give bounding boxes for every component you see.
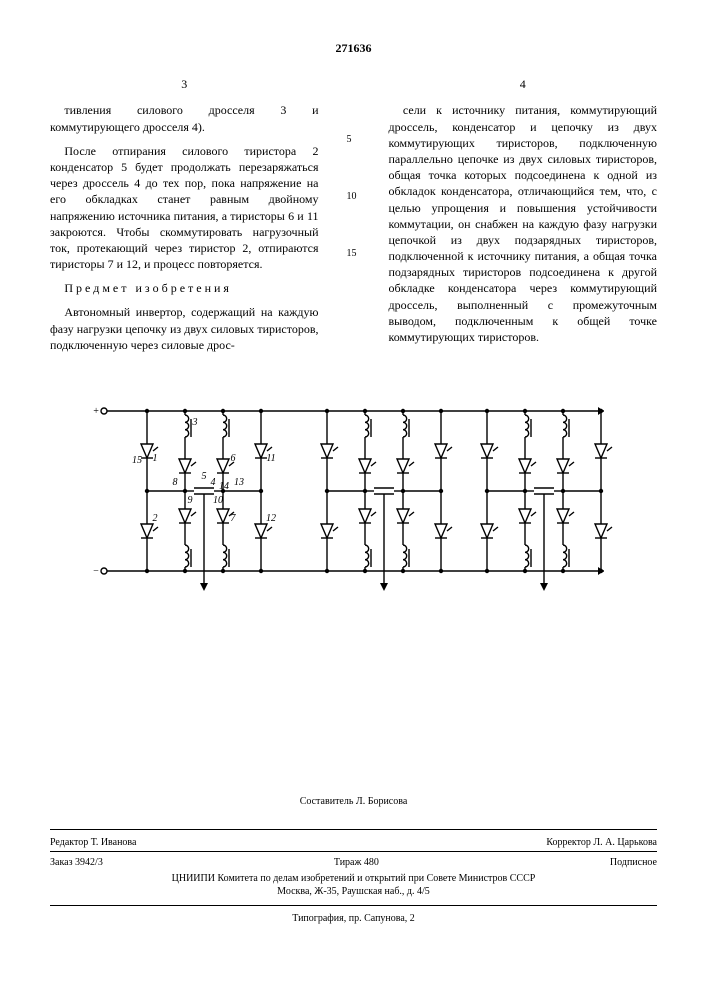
typography-line: Типография, пр. Сапунова, 2 bbox=[50, 912, 657, 926]
tirazh: Тираж 480 bbox=[334, 856, 379, 870]
line-number: 5 bbox=[347, 133, 361, 190]
svg-text:10: 10 bbox=[213, 495, 223, 506]
svg-text:14: 14 bbox=[219, 481, 229, 492]
right-column: 4 сели к источнику питания, коммутирующи… bbox=[389, 76, 658, 361]
order-number: Заказ 3942/3 bbox=[50, 856, 103, 870]
svg-text:1: 1 bbox=[152, 453, 157, 464]
svg-text:6: 6 bbox=[230, 453, 235, 464]
address: Москва, Ж-35, Раушская наб., д. 4/5 bbox=[50, 885, 657, 899]
paragraph: сели к источнику питания, коммутирующий … bbox=[389, 102, 658, 345]
line-number: 10 bbox=[347, 190, 361, 247]
footer-block: Редактор Т. Иванова Корректор Л. А. Царь… bbox=[50, 829, 657, 906]
svg-text:+: + bbox=[92, 406, 99, 417]
paragraph: После отпирания силового тиристора 2 кон… bbox=[50, 143, 319, 273]
section-title: Предмет изобретения bbox=[50, 280, 319, 296]
line-number: 15 bbox=[347, 247, 361, 304]
left-column: 3 тивления силового дросселя 3 и коммути… bbox=[50, 76, 319, 361]
svg-text:13: 13 bbox=[234, 477, 244, 488]
right-col-number: 4 bbox=[389, 76, 658, 92]
left-col-number: 3 bbox=[50, 76, 319, 92]
subscription: Подписное bbox=[610, 856, 657, 870]
svg-text:9: 9 bbox=[187, 495, 192, 506]
paragraph: Автономный инвертор, содержащий на кажду… bbox=[50, 304, 319, 353]
patent-number: 271636 bbox=[50, 40, 657, 56]
svg-text:15: 15 bbox=[132, 455, 142, 466]
editor: Редактор Т. Иванова bbox=[50, 836, 136, 850]
circuit-diagram: +−151234567891011121314 bbox=[50, 391, 657, 595]
svg-text:4: 4 bbox=[210, 477, 215, 488]
svg-text:7: 7 bbox=[230, 513, 236, 524]
svg-text:−: − bbox=[92, 566, 99, 577]
organization: ЦНИИПИ Комитета по делам изобретений и о… bbox=[50, 872, 657, 886]
svg-text:8: 8 bbox=[172, 477, 177, 488]
svg-text:2: 2 bbox=[152, 513, 157, 524]
text-columns: 3 тивления силового дросселя 3 и коммути… bbox=[50, 76, 657, 361]
circuit-svg: +−151234567891011121314 bbox=[84, 391, 624, 591]
corrector: Корректор Л. А. Царькова bbox=[546, 836, 657, 850]
svg-text:12: 12 bbox=[266, 513, 276, 524]
line-number-gutter: 5 10 15 bbox=[347, 76, 361, 361]
paragraph: тивления силового дросселя 3 и коммутиру… bbox=[50, 102, 319, 134]
compiler-line: Составитель Л. Борисова bbox=[50, 795, 657, 809]
svg-text:5: 5 bbox=[201, 471, 206, 482]
svg-text:3: 3 bbox=[191, 417, 197, 428]
svg-text:11: 11 bbox=[266, 453, 275, 464]
